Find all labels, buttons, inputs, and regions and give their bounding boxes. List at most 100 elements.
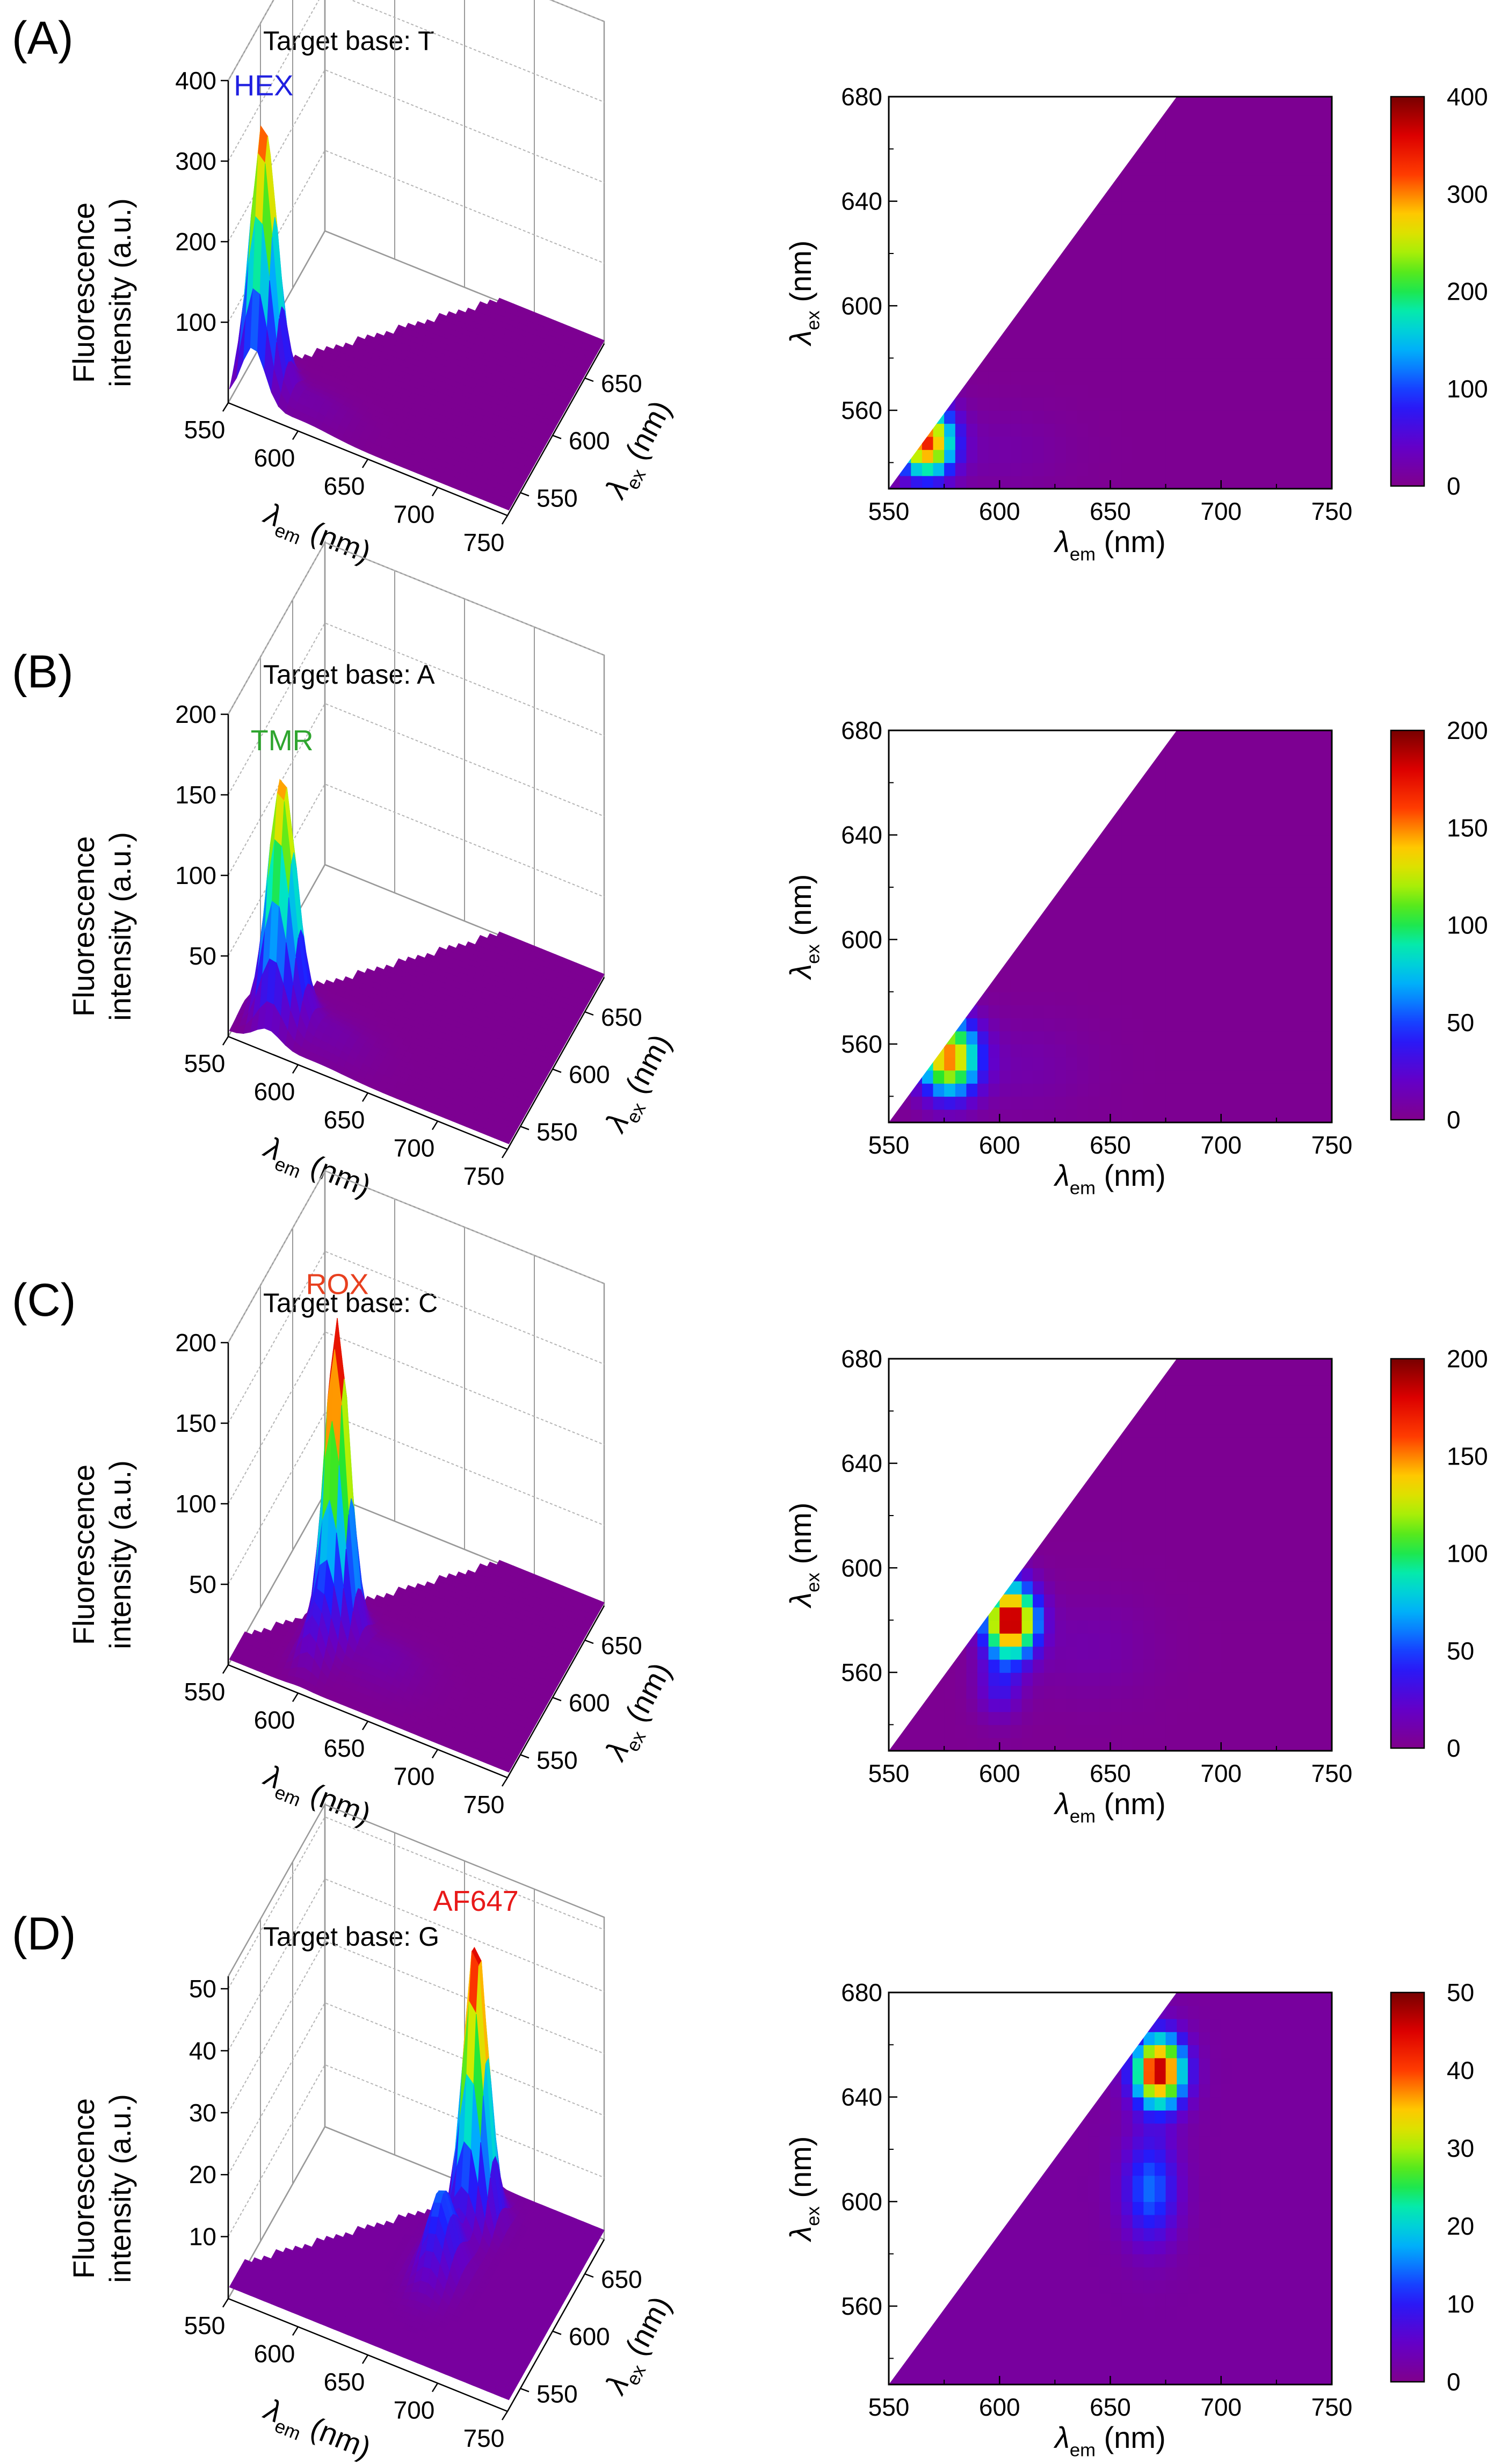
heatmap-cell — [1177, 743, 1188, 757]
heatmap-cell — [1210, 1057, 1222, 1071]
heatmap-cell — [1287, 861, 1299, 875]
heatmap-cell — [1088, 279, 1100, 293]
heatmap-cell — [1099, 939, 1111, 953]
heatmap-cell — [1265, 397, 1277, 411]
heatmap-cell — [1165, 900, 1177, 914]
heatmap-cell — [1299, 861, 1310, 875]
heatmap-cell — [1243, 809, 1255, 823]
heatmap-cell — [1099, 227, 1111, 241]
heatmap-cell — [1265, 939, 1277, 953]
heatmap-cell — [1165, 770, 1177, 784]
heatmap-cell — [1132, 874, 1144, 888]
heatmap-cell — [1321, 770, 1332, 784]
heatmap-cell — [988, 371, 1000, 385]
heatmap-cell — [1321, 345, 1332, 359]
heatmap-cell — [1088, 979, 1100, 992]
heatmap-cell — [1210, 979, 1222, 992]
heatmap-cell — [1155, 1109, 1166, 1123]
heatmap-cell — [1165, 149, 1177, 163]
heatmap-cell — [1099, 1096, 1111, 1110]
heatmap-cell — [1033, 1096, 1045, 1110]
heatmap-cell — [1243, 253, 1255, 267]
heatmap-cell — [1110, 874, 1122, 888]
x-tick-label: 750 — [1311, 1131, 1353, 1159]
heatmap-cell — [1276, 293, 1288, 307]
heatmap-cell — [1309, 318, 1322, 332]
heatmap-cell — [1143, 887, 1155, 901]
heatmap-cell — [955, 1109, 967, 1123]
heatmap-cell — [1210, 188, 1222, 202]
heatmap-cell — [1299, 136, 1310, 150]
heatmap-cell — [1110, 822, 1122, 836]
heatmap-cell — [1110, 240, 1122, 254]
heatmap-cell — [1010, 1031, 1022, 1045]
heatmap-cell — [1121, 423, 1133, 437]
heatmap-cell — [1309, 97, 1322, 111]
heatmap-cell — [1309, 423, 1322, 437]
heatmap-cell — [1110, 253, 1122, 267]
heatmap-cell — [988, 1018, 1000, 1032]
heatmap-cell — [1021, 1031, 1033, 1045]
heatmap-cell — [1299, 952, 1310, 966]
heatmap-cell — [1110, 214, 1122, 228]
heatmap-cell — [1321, 966, 1332, 980]
heatmap-cell — [1043, 991, 1056, 1005]
heatmap-cell — [1143, 822, 1155, 836]
heatmap-cell — [1243, 887, 1255, 901]
heatmap-cell — [1243, 345, 1255, 359]
heatmap-cell — [1132, 1018, 1144, 1032]
heatmap-cell — [1088, 1044, 1100, 1058]
heatmap-cell — [1265, 900, 1277, 914]
heatmap-cell — [1077, 1031, 1089, 1045]
heatmap-cell — [1265, 136, 1277, 150]
heatmap-cell — [1232, 332, 1244, 346]
heatmap-cell — [1132, 175, 1144, 189]
heatmap-cell — [1221, 279, 1233, 293]
heatmap-cell — [1165, 1083, 1177, 1097]
heatmap-cell — [1276, 809, 1288, 823]
heatmap-cell — [1143, 991, 1155, 1005]
heatmap-cell — [966, 1070, 978, 1084]
heatmap-cell — [1187, 1096, 1200, 1110]
heatmap-cell — [1177, 201, 1188, 215]
heatmap-cell — [1254, 149, 1266, 163]
heatmap-cell — [1132, 1044, 1144, 1058]
heatmap-cell — [1276, 795, 1288, 809]
heatmap-cell — [1121, 887, 1133, 901]
heatmap-cell — [1243, 279, 1255, 293]
heatmap-cell — [911, 1096, 923, 1110]
heatmap-cell — [1309, 253, 1322, 267]
heatmap-cell — [1099, 1044, 1111, 1058]
heatmap-cell — [1243, 795, 1255, 809]
z-axis-title: Fluorescence — [67, 202, 100, 383]
heatmap-cell — [1309, 952, 1322, 966]
heatmap-cell — [1199, 1005, 1210, 1019]
heatmap-cell — [1099, 926, 1111, 940]
heatmap-cell — [1055, 384, 1067, 398]
heatmap-cell — [1254, 1005, 1266, 1019]
heatmap-cell — [1232, 175, 1244, 189]
z-axis-title-line2: intensity (a.u.) — [103, 832, 137, 1021]
heatmap-cell — [1321, 822, 1332, 836]
heatmap-cell — [1210, 397, 1222, 411]
heatmap-cell — [1254, 397, 1266, 411]
heatmap-cell — [1143, 240, 1155, 254]
heatmap-cell — [1155, 201, 1166, 215]
heatmap-cell — [1143, 345, 1155, 359]
heatmap-cell — [1155, 266, 1166, 280]
heatmap-cell — [1143, 1005, 1155, 1019]
heatmap-cell — [1232, 384, 1244, 398]
heatmap-cell — [1299, 1031, 1310, 1045]
heatmap-cell — [1165, 345, 1177, 359]
heatmap-cell — [1232, 266, 1244, 280]
heatmap-cell — [1221, 1057, 1233, 1071]
heatmap-cell — [1254, 475, 1266, 489]
heatmap-cell — [1221, 1005, 1233, 1019]
heatmap-cell — [1309, 939, 1322, 953]
heatmap-cell — [1265, 730, 1277, 744]
heatmap-cell — [1243, 306, 1255, 320]
heatmap-cell — [1321, 1096, 1332, 1110]
heatmap-cell — [1276, 97, 1288, 111]
heatmap-cell — [1210, 371, 1222, 385]
heatmap-cell — [1187, 835, 1200, 849]
